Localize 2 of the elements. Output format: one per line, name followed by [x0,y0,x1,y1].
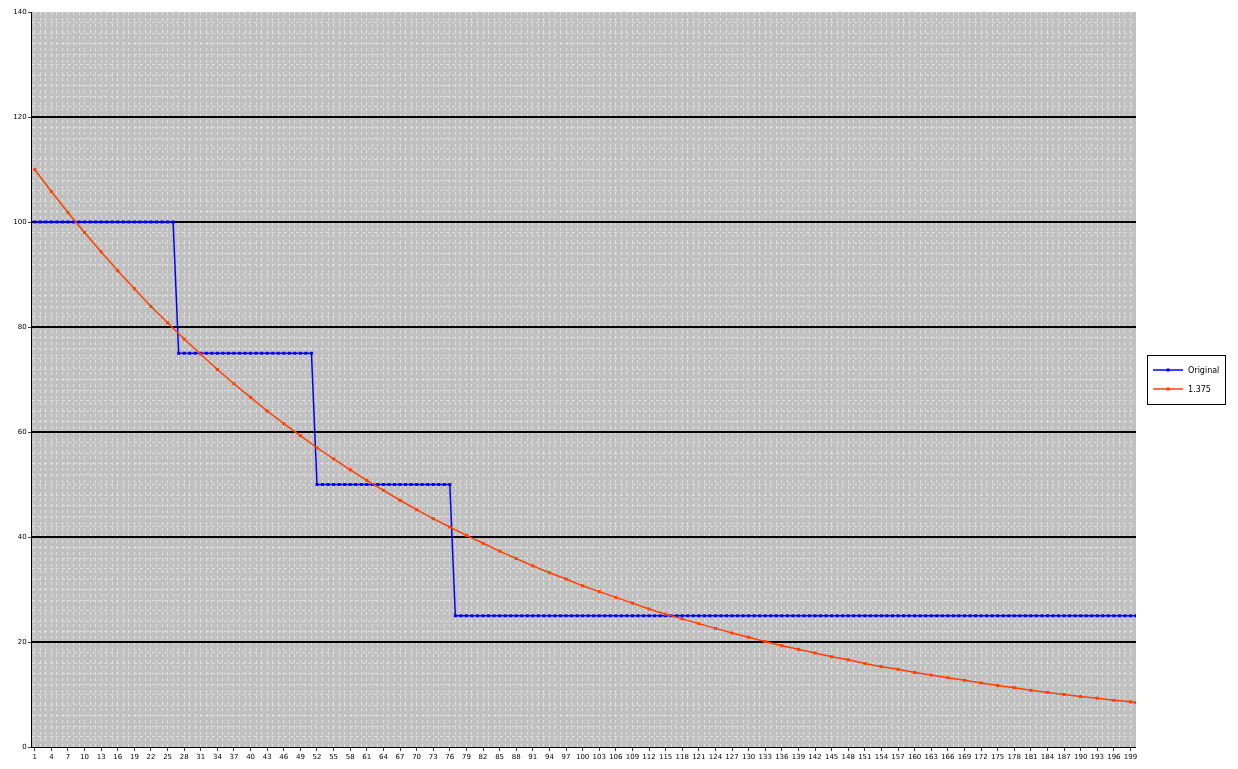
legend-label: 1.375 [1188,385,1211,395]
legend-label: Original [1188,366,1220,376]
